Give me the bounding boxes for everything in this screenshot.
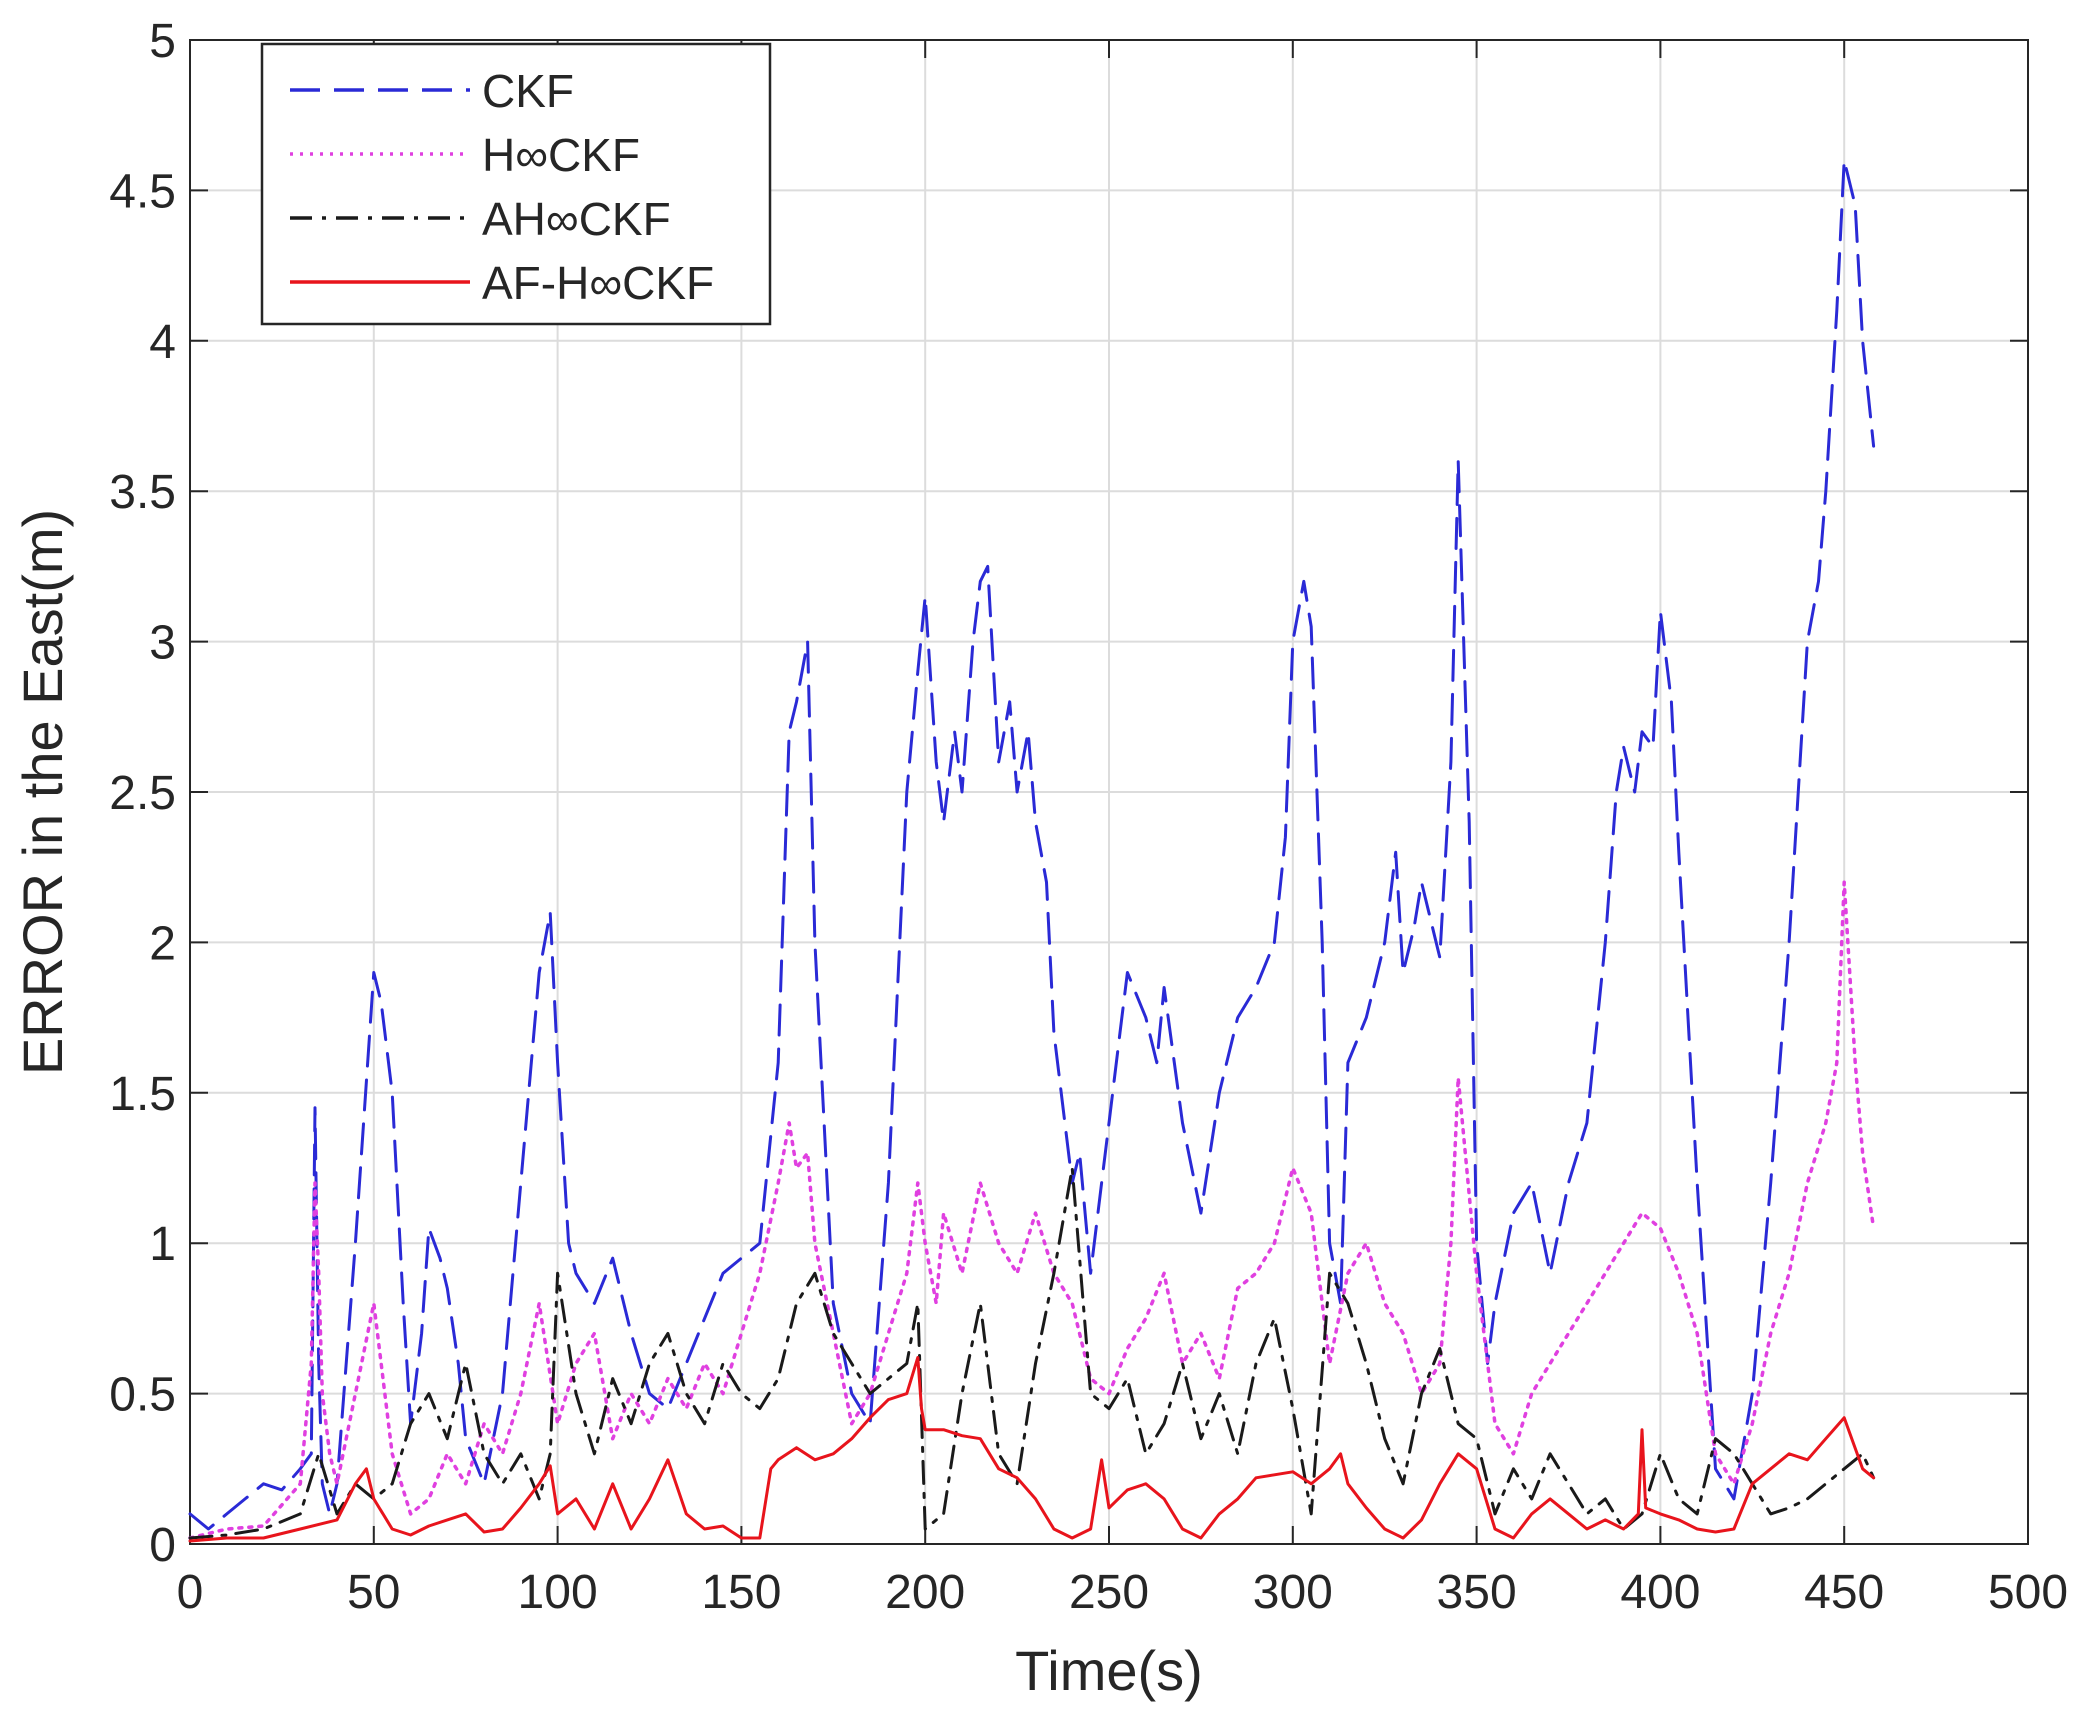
y-tick-label: 4 [149,316,176,369]
y-axis-label: ERROR in the East(m) [11,509,74,1075]
y-tick-label: 4.5 [109,165,176,218]
x-axis-label: Time(s) [1015,1639,1203,1702]
series-line-af-h-ckf [188,1356,1876,1543]
y-tick-label: 0.5 [109,1369,176,1422]
series-line-ah-ckf [188,1166,1876,1540]
legend: CKF H∞CKF AH∞CKF AF-H∞CKF [260,42,772,326]
x-tick-label: 200 [885,1566,965,1619]
x-tick-label: 150 [701,1566,781,1619]
legend-label: CKF [482,65,574,117]
y-tick-label: 1.5 [109,1068,176,1121]
y-tick-label: 3 [149,617,176,670]
series-lines [188,158,1876,1543]
series-line-ckf [188,158,1876,1531]
legend-label: AH∞CKF [482,193,671,245]
x-tick-label: 300 [1253,1566,1333,1619]
x-tick-label: 0 [177,1566,204,1619]
x-tick-label: 100 [518,1566,598,1619]
y-tick-label: 5 [149,15,176,68]
series-line-h-ckf [188,880,1876,1540]
x-tick-label: 450 [1804,1566,1884,1619]
y-tick-label: 2 [149,917,176,970]
legend-label: AF-H∞CKF [482,257,714,309]
x-tick-label: 250 [1069,1566,1149,1619]
x-tick-label: 350 [1437,1566,1517,1619]
x-tick-label: 500 [1988,1566,2068,1619]
axis-ticks: 0 50 100 150 200 250 300 350 400 450 500 0 0.5 1 1.5 2 2… [109,15,2068,1619]
y-tick-label: 2.5 [109,767,176,820]
x-tick-label: 400 [1620,1566,1700,1619]
x-tick-label: 50 [347,1566,400,1619]
y-tick-label: 0 [149,1519,176,1572]
y-tick-label: 3.5 [109,466,176,519]
y-tick-label: 1 [149,1218,176,1271]
legend-label: H∞CKF [482,129,640,181]
